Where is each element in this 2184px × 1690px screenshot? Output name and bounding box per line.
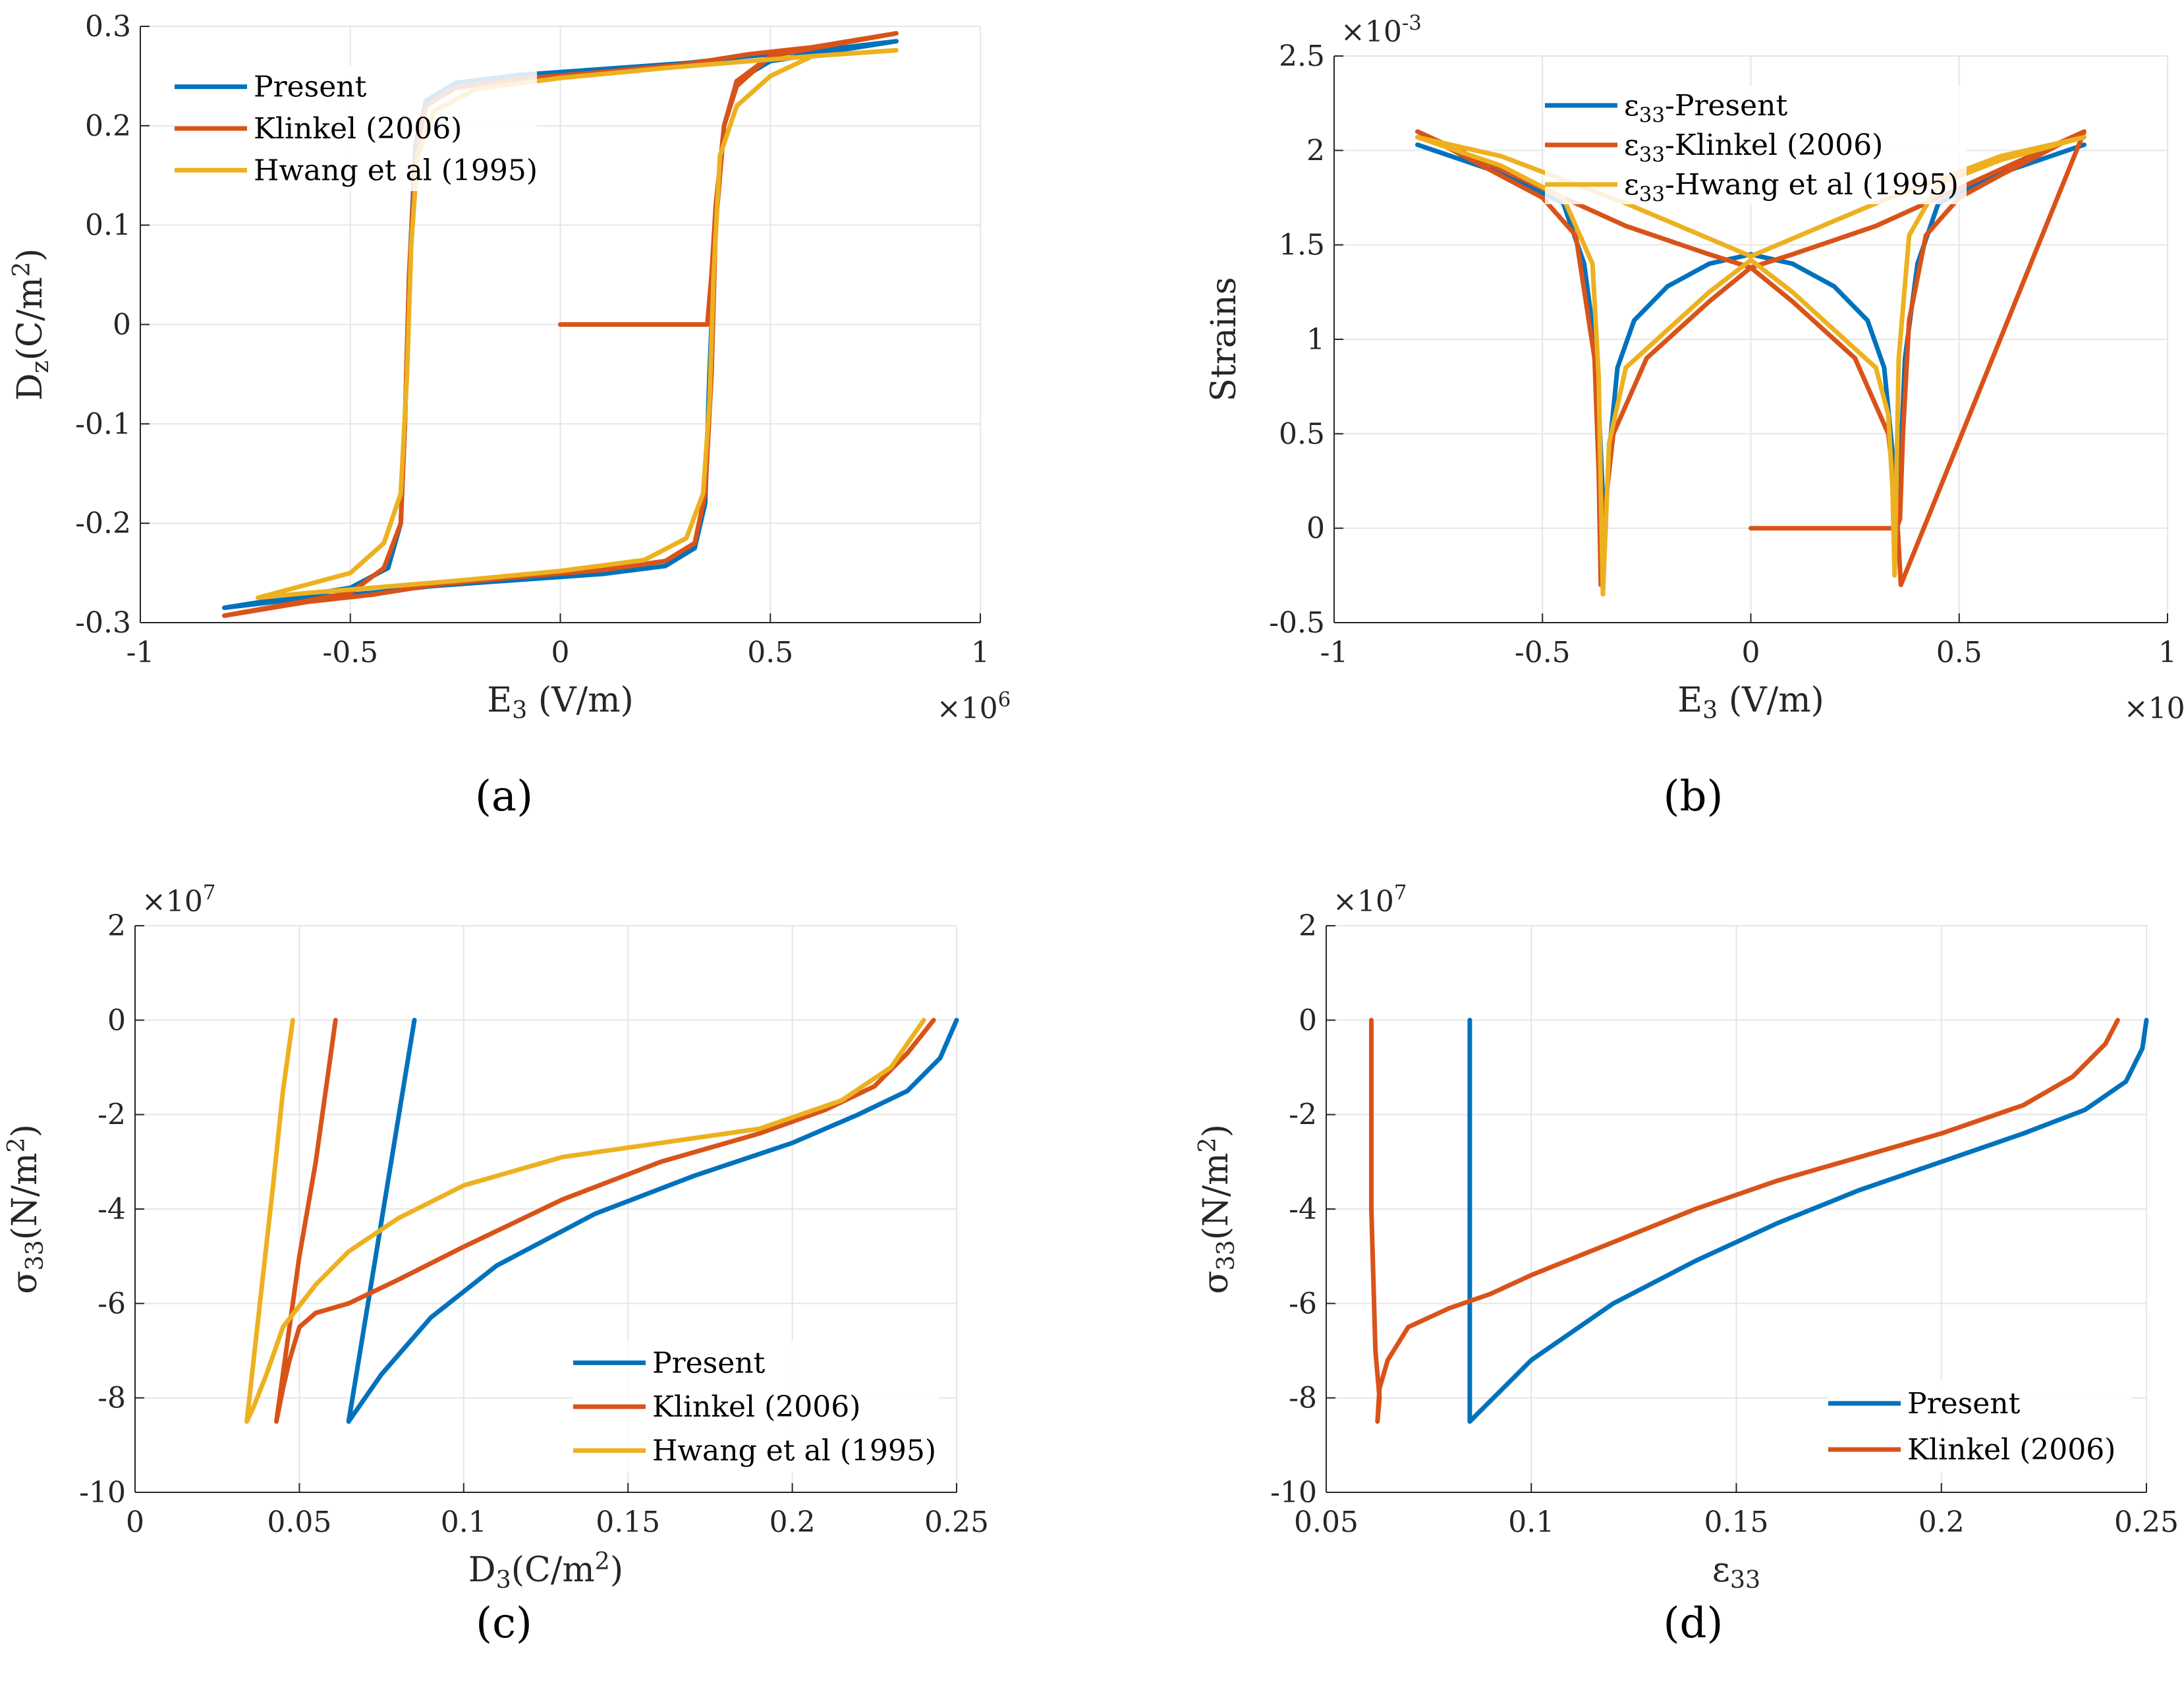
series-line-hwang	[244, 1017, 926, 1424]
y-tick-label: -8	[1289, 1382, 1317, 1415]
series-line-present	[1467, 1017, 2149, 1424]
y-tick-label: 2	[107, 909, 126, 943]
y-tick-label: -4	[98, 1193, 126, 1226]
x-tick-label: 0.25	[924, 1506, 989, 1539]
panel-caption: (c)	[476, 1599, 532, 1648]
x-tick-label: 0.2	[1918, 1506, 1965, 1539]
y-tick-label: 2.5	[1279, 40, 1325, 73]
y-tick-label: -6	[98, 1287, 126, 1320]
y-tick-label: 0.1	[85, 209, 131, 242]
y-tick-label: 0.2	[85, 109, 131, 143]
y-tick-label: 2	[1299, 909, 1317, 943]
y-axis-label: Strains	[1204, 277, 1244, 401]
y-tick-label: 0	[107, 1003, 126, 1037]
x-tick-label: 0.05	[267, 1506, 331, 1539]
y-tick-label: 0	[1299, 1003, 1317, 1037]
legend-label: Hwang et al (1995)	[254, 154, 538, 187]
x-tick-label: 0.1	[441, 1506, 487, 1539]
panel-caption: (d)	[1664, 1599, 1723, 1648]
y-tick-label: -10	[79, 1476, 126, 1509]
x-tick-label: -0.5	[322, 636, 378, 669]
x-tick-label: 0.15	[596, 1506, 660, 1539]
legend-label: Hwang et al (1995)	[652, 1434, 936, 1468]
legend: Present Klinkel (2006) Hwang et al (1995)	[175, 66, 538, 191]
x-tick-label: 0.15	[1704, 1506, 1769, 1539]
y-tick-label: 1.5	[1279, 229, 1325, 262]
y-tick-label: 0	[1306, 512, 1325, 546]
y-tick-label: 1	[1306, 323, 1325, 356]
legend-label: Klinkel (2006)	[1907, 1433, 2115, 1467]
x-axis-label: E3 (V/m)	[1677, 681, 1824, 724]
chart-d: 0.05 0.1 0.15 0.2 0.25 -10 -8 -6 -4 -2 0 2 ×107​ ε33​…	[1193, 881, 2179, 1648]
x-tick-label: 0	[551, 636, 570, 669]
x-tick-label: -1	[1320, 636, 1349, 669]
y-tick-label: -0.2	[75, 507, 131, 540]
x-axis-label: ε33​	[1712, 1550, 1760, 1594]
y-axis-label: σ33(N/m2)	[2, 1124, 49, 1294]
y-tick-label: -0.5	[1269, 606, 1325, 640]
x-tick-label: 0	[126, 1506, 144, 1539]
series-line-present	[346, 1017, 959, 1424]
y-tick-label: -8	[98, 1382, 126, 1415]
legend-label: ε33-Present	[1624, 89, 1788, 127]
y-tick-label: -10	[1270, 1476, 1317, 1509]
x-tick-label: 0	[1742, 636, 1760, 669]
y-tick-label: 0	[113, 308, 131, 342]
x-tick-label: 0.5	[747, 636, 793, 669]
x-tick-label: 1	[971, 636, 990, 669]
chart-a: -1 -0.5 0 0.5 1 -0.3 -0.2 -0.1 0 0.1 0.2 0.3 ×106​ E3…	[7, 10, 1011, 821]
legend-label: Present	[1907, 1387, 2021, 1421]
legend: Present Klinkel (2006)	[1828, 1380, 2131, 1473]
y-tick-label: 0.3	[85, 10, 131, 43]
y-exponent-label: ×107​	[142, 881, 215, 918]
x-tick-label: 0.1	[1508, 1506, 1554, 1539]
panel-caption: (a)	[475, 772, 533, 821]
y-axis-label: σ33(N/m2)	[1193, 1124, 1240, 1294]
x-tick-label: 0.05	[1294, 1506, 1358, 1539]
chart-c: 0 0.05 0.1 0.15 0.2 0.25 -10 -8 -6 -4 -2 0 2 ×107​ D3(…	[2, 881, 989, 1648]
legend-label: ε33-Klinkel (2006)	[1624, 128, 1883, 167]
series-line-klinkel	[274, 1017, 936, 1424]
x-tick-label: -1	[126, 636, 155, 669]
y-exponent-label: ×107​	[1333, 881, 1407, 918]
y-exponent-label: ×10-3​	[1341, 11, 1422, 49]
y-axis-label: Dz(C/m2)	[7, 248, 54, 401]
y-tick-label: 0.5	[1279, 417, 1325, 451]
x-tick-label: 0.2	[770, 1506, 816, 1539]
x-tick-label: 1	[2158, 636, 2177, 669]
x-exponent-label: ×106​	[937, 688, 1011, 725]
x-exponent-label: ×106​	[2124, 688, 2184, 725]
y-tick-label: -6	[1289, 1287, 1317, 1320]
y-tick-label: -4	[1289, 1193, 1317, 1226]
legend-label: Klinkel (2006)	[652, 1390, 860, 1424]
chart-b: -1-0.500.51-0.500.511.522.5×106​×10-3​E3…	[1204, 11, 2184, 821]
x-axis-label: E3 (V/m)	[487, 681, 634, 724]
legend-label: Present	[254, 70, 367, 104]
x-tick-label: 0.5	[1936, 636, 1982, 669]
y-tick-label: -2	[1289, 1098, 1317, 1132]
x-axis-label: D3(C/m2)	[468, 1547, 623, 1594]
x-tick-label: 0.25	[2114, 1506, 2179, 1539]
legend-label: ε33-Hwang et al (1995)	[1624, 168, 1959, 206]
series-line-klinkel	[1369, 1017, 2120, 1424]
y-tick-label: -0.3	[75, 606, 131, 640]
x-tick-label: -0.5	[1515, 636, 1571, 669]
legend: Present Klinkel (2006) Hwang et al (1995)	[573, 1341, 939, 1473]
legend-label: Klinkel (2006)	[254, 112, 462, 146]
legend-label: Present	[652, 1346, 766, 1380]
panel-caption: (b)	[1664, 772, 1723, 821]
y-tick-label: -2	[98, 1098, 126, 1132]
series-line-hwang	[1415, 134, 2086, 597]
y-tick-label: 2	[1306, 134, 1325, 167]
y-tick-label: -0.1	[75, 407, 131, 441]
